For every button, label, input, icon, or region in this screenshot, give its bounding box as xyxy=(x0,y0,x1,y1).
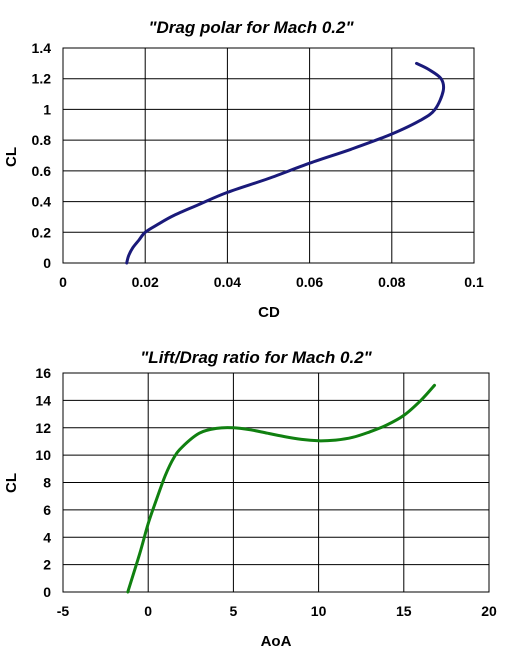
y-tick-label: 14 xyxy=(35,392,51,408)
lift-drag-ratio-chart: "Lift/Drag ratio for Mach 0.2" AoA CL -5… xyxy=(3,348,497,650)
x-tick-label: 5 xyxy=(230,603,238,619)
x-axis-label: CD xyxy=(258,304,280,321)
y-tick-label: 8 xyxy=(43,475,51,491)
y-tick-label: 1.4 xyxy=(32,40,52,56)
y-tick-label: 0.2 xyxy=(32,224,52,240)
x-tick-label: 0 xyxy=(144,603,152,619)
x-axis-label: AoA xyxy=(261,633,292,650)
y-axis-label: CL xyxy=(3,147,20,167)
x-tick-label: 0 xyxy=(59,274,67,290)
x-tick-label: 20 xyxy=(481,603,497,619)
y-tick-label: 4 xyxy=(43,529,51,545)
drag-polar-chart: "Drag polar for Mach 0.2" CD CL 0 0.02 0.0… xyxy=(3,18,484,321)
y-tick-label: 16 xyxy=(35,365,51,381)
y-tick-label: 0.4 xyxy=(32,194,52,210)
x-tick-label: 0.02 xyxy=(132,274,159,290)
y-tick-label: 1.2 xyxy=(32,71,52,87)
y-tick-label: 0 xyxy=(43,584,51,600)
x-tick-label: 0.08 xyxy=(378,274,405,290)
x-tick-label: 10 xyxy=(311,603,327,619)
series-line xyxy=(125,61,446,265)
y-tick-label: 2 xyxy=(43,557,51,573)
x-tick-label: 0.06 xyxy=(296,274,323,290)
x-tick-label: -5 xyxy=(57,603,70,619)
series-line xyxy=(126,383,436,594)
y-tick-label: 0.8 xyxy=(32,132,52,148)
x-tick-label: 15 xyxy=(396,603,412,619)
x-tick-label: 0.1 xyxy=(464,274,484,290)
y-tick-label: 1 xyxy=(43,101,51,117)
plot-area xyxy=(62,47,475,264)
y-tick-label: 0.6 xyxy=(32,163,52,179)
y-tick-label: 12 xyxy=(35,420,51,436)
x-tick-label: 0.04 xyxy=(214,274,241,290)
chart-title: "Lift/Drag ratio for Mach 0.2" xyxy=(140,348,372,367)
y-tick-label: 10 xyxy=(35,447,51,463)
y-tick-label: 6 xyxy=(43,502,51,518)
plot-area xyxy=(62,372,490,593)
y-tick-label: 0 xyxy=(43,255,51,271)
chart-title: "Drag polar for Mach 0.2" xyxy=(148,18,354,37)
y-axis-label: CL xyxy=(3,473,20,493)
